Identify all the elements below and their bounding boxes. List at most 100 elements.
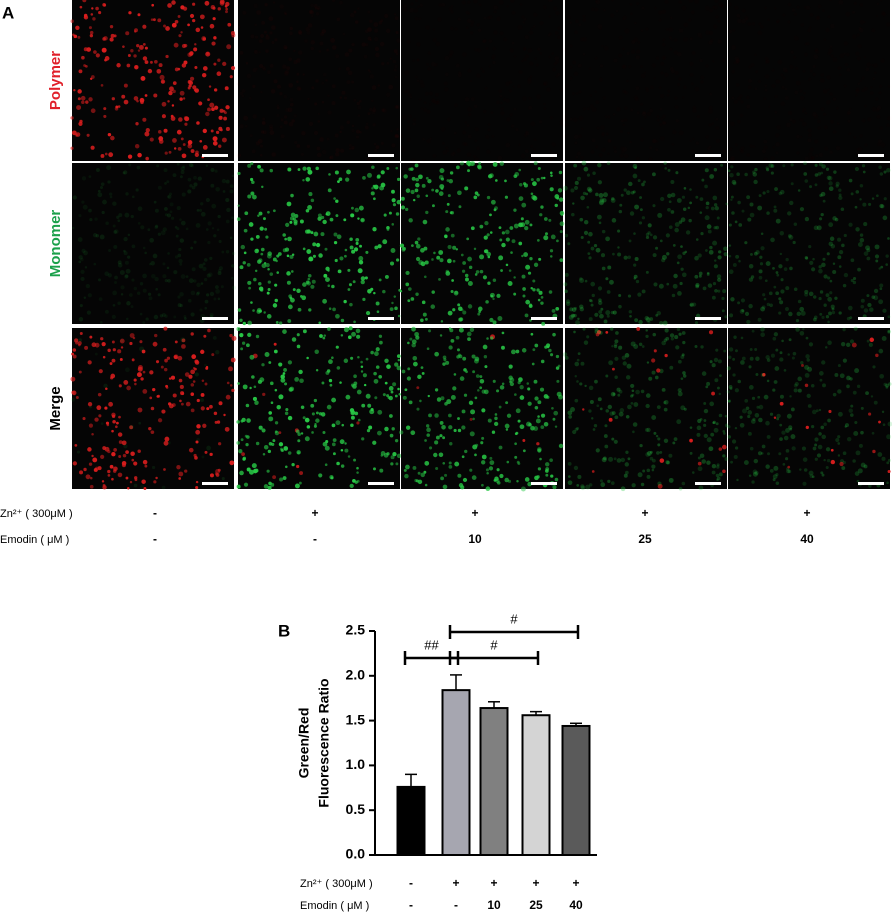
cell xyxy=(161,114,166,119)
cell xyxy=(831,54,834,57)
cell xyxy=(860,430,864,435)
cell xyxy=(262,117,265,120)
cell xyxy=(355,241,359,245)
cell xyxy=(302,282,307,287)
cell xyxy=(649,146,652,149)
micrograph-background xyxy=(728,0,890,161)
cell xyxy=(205,228,209,231)
cell xyxy=(781,339,784,343)
cell xyxy=(242,11,246,15)
cell xyxy=(881,456,886,461)
cell xyxy=(791,51,794,54)
cell xyxy=(610,391,616,397)
cell xyxy=(629,314,632,318)
cell xyxy=(608,417,613,422)
cell xyxy=(600,125,605,130)
cell xyxy=(282,476,287,480)
cell xyxy=(269,124,274,129)
cell xyxy=(557,188,563,193)
cell xyxy=(526,421,532,427)
cell xyxy=(419,399,422,403)
cell xyxy=(355,238,360,242)
cell xyxy=(717,255,722,260)
cell xyxy=(104,56,110,61)
cell xyxy=(200,406,205,411)
cell xyxy=(707,147,710,150)
cell xyxy=(603,319,608,324)
cell xyxy=(630,108,633,111)
cell xyxy=(800,136,803,139)
cell xyxy=(537,448,542,453)
cell xyxy=(431,290,435,294)
cell xyxy=(427,178,432,184)
cell xyxy=(599,479,603,483)
cell xyxy=(111,477,114,481)
cell xyxy=(266,291,270,295)
cell xyxy=(468,265,473,270)
cell xyxy=(306,425,311,429)
cell xyxy=(734,388,740,393)
cell xyxy=(757,30,762,35)
cell xyxy=(873,295,879,301)
cell xyxy=(710,206,715,211)
cell xyxy=(210,183,215,188)
cell xyxy=(763,394,769,400)
cell xyxy=(374,351,379,357)
cell xyxy=(820,191,826,197)
cell xyxy=(695,87,700,92)
cell xyxy=(527,271,532,275)
cell xyxy=(134,476,138,480)
cell xyxy=(181,392,185,396)
cell xyxy=(483,389,489,395)
cell xyxy=(204,363,207,367)
cell xyxy=(792,240,796,245)
cell xyxy=(501,107,504,110)
cell xyxy=(676,327,681,332)
cell xyxy=(712,6,715,9)
cell xyxy=(564,233,569,238)
cell xyxy=(372,227,377,232)
cell xyxy=(179,384,184,390)
condition-value: 40 xyxy=(569,898,583,912)
cell xyxy=(687,206,691,210)
cell xyxy=(322,101,325,104)
cell xyxy=(466,237,470,241)
cell xyxy=(390,130,393,133)
cell xyxy=(549,249,554,253)
cell xyxy=(189,13,195,19)
cell xyxy=(567,475,571,478)
cell xyxy=(260,33,265,39)
cell xyxy=(767,18,770,21)
cell xyxy=(194,360,200,365)
cell xyxy=(179,303,184,308)
cell xyxy=(673,437,678,441)
cell xyxy=(846,53,850,57)
cell xyxy=(616,107,621,112)
cell xyxy=(504,477,509,483)
scale-bar xyxy=(858,482,884,485)
cell xyxy=(656,405,661,409)
cell xyxy=(479,224,484,229)
cell xyxy=(117,349,122,354)
cell xyxy=(434,440,439,445)
cell xyxy=(757,317,762,322)
cell xyxy=(708,249,714,255)
cell xyxy=(440,177,445,181)
cell xyxy=(162,274,167,279)
cell xyxy=(225,126,230,132)
cell xyxy=(688,18,691,21)
cell xyxy=(617,229,621,233)
cell xyxy=(195,27,201,33)
cell xyxy=(125,268,131,274)
micrograph-background xyxy=(728,163,890,324)
cell xyxy=(713,427,719,433)
cell xyxy=(436,42,441,47)
cell xyxy=(215,186,220,192)
cell xyxy=(118,455,122,458)
cell xyxy=(123,99,129,105)
cell xyxy=(184,122,188,126)
cell xyxy=(374,245,379,250)
cell xyxy=(478,28,482,32)
cell xyxy=(681,331,686,335)
cell xyxy=(587,107,590,110)
